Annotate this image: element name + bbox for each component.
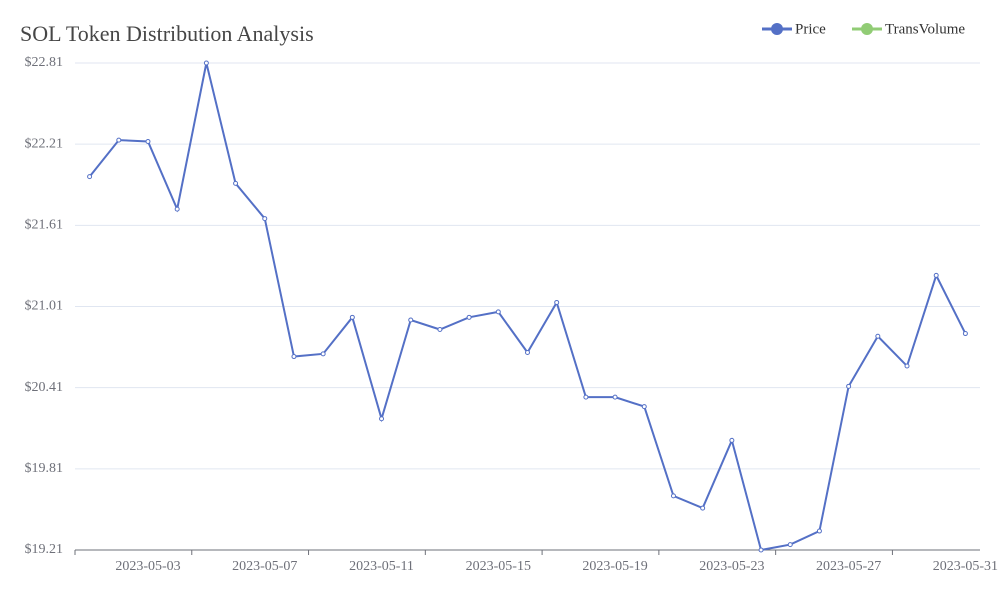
x-tick-label: 2023-05-11 xyxy=(349,559,414,574)
data-point xyxy=(700,505,706,511)
data-point xyxy=(495,309,501,315)
x-tick-label: 2023-05-23 xyxy=(699,559,764,574)
data-point xyxy=(729,437,735,443)
data-point xyxy=(758,547,764,553)
data-point xyxy=(787,542,793,548)
data-point xyxy=(291,354,297,360)
legend-label: TransVolume xyxy=(885,21,965,37)
data-point xyxy=(262,216,268,222)
x-tick-label: 2023-05-31 xyxy=(933,559,998,574)
data-point xyxy=(320,351,326,357)
data-point xyxy=(379,416,385,422)
data-point xyxy=(846,383,852,389)
chart-title: SOL Token Distribution Analysis xyxy=(20,21,314,46)
x-tick-label: 2023-05-03 xyxy=(115,559,180,574)
data-point xyxy=(408,317,414,323)
data-point xyxy=(875,333,881,339)
data-point xyxy=(525,349,530,355)
data-point xyxy=(670,493,676,499)
data-point xyxy=(174,206,180,212)
x-tick-label: 2023-05-27 xyxy=(816,559,881,574)
y-tick-label: $20.41 xyxy=(25,380,64,395)
data-point xyxy=(87,174,93,180)
data-point xyxy=(641,404,647,410)
y-tick-label: $21.01 xyxy=(25,299,64,314)
y-tick-label: $21.61 xyxy=(25,218,64,233)
x-tick-label: 2023-05-19 xyxy=(582,559,647,574)
y-tick-label: $19.21 xyxy=(25,542,64,557)
y-tick-label: $22.81 xyxy=(25,55,64,70)
data-point xyxy=(554,299,560,305)
y-tick-label: $22.21 xyxy=(25,136,64,151)
data-point xyxy=(583,394,589,400)
data-point xyxy=(466,314,472,320)
data-point xyxy=(612,394,618,400)
data-point xyxy=(437,326,443,332)
data-point xyxy=(145,138,151,144)
data-point xyxy=(233,180,239,186)
legend-marker xyxy=(861,23,873,35)
data-point xyxy=(933,272,939,278)
data-point xyxy=(816,528,822,534)
data-point xyxy=(962,331,968,337)
data-point xyxy=(349,314,355,320)
x-tick-label: 2023-05-15 xyxy=(466,559,531,574)
data-point xyxy=(904,363,910,369)
y-tick-label: $19.81 xyxy=(25,461,64,476)
x-tick-label: 2023-05-07 xyxy=(232,559,297,574)
legend-label: Price xyxy=(795,21,826,37)
data-point xyxy=(203,60,209,66)
data-point xyxy=(116,137,122,143)
legend-marker xyxy=(771,23,783,35)
